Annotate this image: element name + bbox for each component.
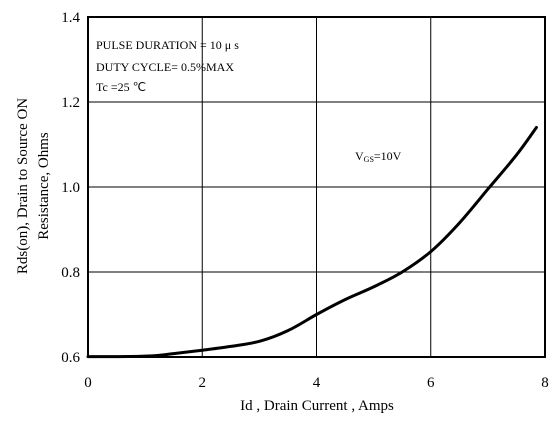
y-tick-label: 0.6	[61, 350, 80, 366]
y-tick-labels: 0.6 0.8 1.0 1.2 1.4	[61, 10, 80, 366]
y-tick-label: 0.8	[61, 265, 80, 281]
series-label-main: V	[355, 149, 364, 163]
series-label-vgs: VGS=10V	[355, 149, 402, 164]
y-tick-label: 1.0	[61, 180, 80, 196]
x-axis-title: Id , Drain Current , Amps	[240, 398, 394, 414]
x-tick-label: 4	[313, 375, 321, 391]
series-line	[86, 126, 538, 359]
plot-frame	[87, 16, 546, 358]
annotation-duty-cycle: DUTY CYCLE= 0.5%MAX	[96, 60, 234, 74]
x-tick-label: 8	[541, 375, 549, 391]
x-tick-label: 6	[427, 375, 435, 391]
y-tick-label: 1.2	[61, 95, 80, 111]
annotation-pulse-duration: PULSE DURATION = 10 μ s	[96, 38, 239, 52]
y-axis-title-line-2: Resistance, Ohms	[36, 132, 52, 240]
x-tick-label: 2	[199, 375, 207, 391]
grid-lines	[88, 17, 545, 357]
y-axis-title: Rds(on), Drain to Source ON Resistance, …	[15, 98, 52, 274]
series-label-subscript: GS	[364, 155, 374, 164]
series-label-tail: =10V	[374, 149, 402, 163]
y-tick-label: 1.4	[61, 10, 80, 26]
y-axis-title-line-1: Rds(on), Drain to Source ON	[15, 98, 31, 274]
x-tick-label: 0	[84, 375, 92, 391]
x-tick-labels: 0 2 4 6 8	[84, 375, 549, 391]
annotation-case-temperature: Tc =25 ℃	[96, 80, 146, 94]
